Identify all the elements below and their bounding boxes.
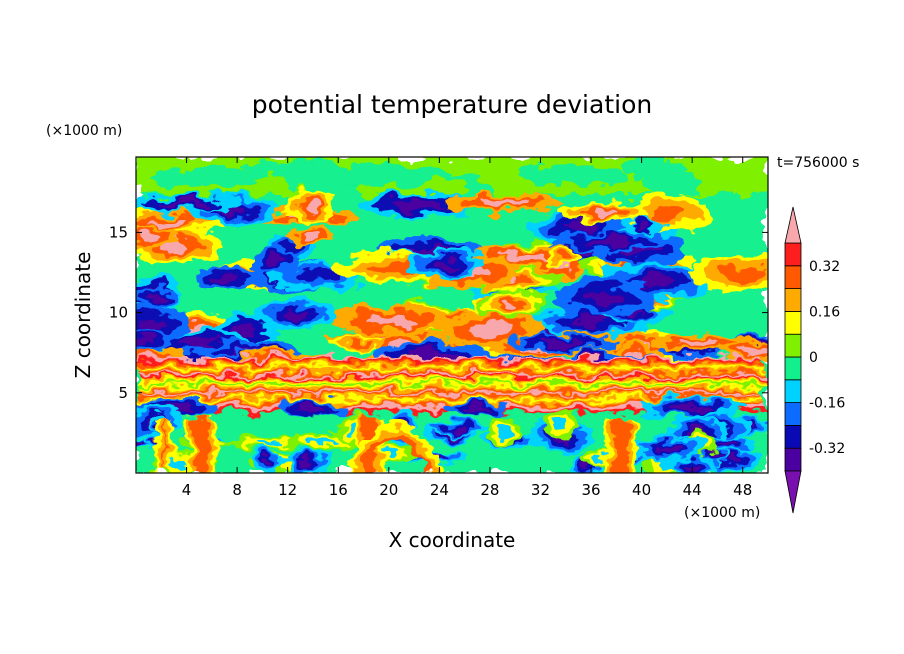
- y-axis-ticks: 5 10 15: [109, 223, 768, 402]
- colorbar-min-extension: [784, 470, 802, 514]
- colorbar-label: -0.16: [809, 396, 845, 412]
- x-axis-ticks: 4 8 12 16 20 24 28 32 36 40 44 48: [182, 157, 752, 499]
- y-tick-label: 15: [109, 223, 128, 241]
- colorbar-box: [784, 288, 802, 312]
- colorbar-label: 0.16: [809, 304, 840, 320]
- y-tick-label: 10: [109, 304, 128, 322]
- colorbar-box: [784, 310, 802, 335]
- x-tick-label: 8: [232, 481, 242, 499]
- x-tick-label: 12: [278, 481, 297, 499]
- x-tick-label: 16: [329, 481, 348, 499]
- y-axis-label: Z coordinate: [71, 252, 95, 379]
- x-tick-label: 24: [430, 481, 449, 499]
- colorbar: 0.32 0.16 0 -0.16 -0.32: [784, 206, 845, 514]
- colorbar-box: [784, 265, 802, 289]
- colorbar-max-extension: [784, 206, 802, 244]
- y-unit-label: (×1000 m): [46, 123, 122, 139]
- time-label: t=756000 s: [777, 155, 859, 171]
- x-tick-label: 40: [632, 481, 651, 499]
- x-tick-label: 32: [531, 481, 550, 499]
- x-tick-label: 48: [733, 481, 752, 499]
- x-tick-label: 36: [581, 481, 600, 499]
- y-tick-label: 5: [118, 384, 128, 402]
- x-tick-label: 4: [182, 481, 192, 499]
- colorbar-label: 0: [809, 350, 818, 366]
- x-tick-label: 44: [683, 481, 702, 499]
- x-tick-label: 20: [379, 481, 398, 499]
- colorbar-box: [784, 447, 802, 472]
- heatmap-field: [136, 157, 768, 473]
- colorbar-box: [784, 356, 802, 381]
- x-axis-label: X coordinate: [389, 528, 516, 552]
- colorbar-box: [784, 333, 802, 358]
- colorbar-box: [784, 402, 802, 426]
- chart-title: potential temperature deviation: [252, 90, 652, 119]
- colorbar-label: 0.32: [809, 259, 840, 275]
- colorbar-box: [784, 424, 802, 449]
- colorbar-label: -0.32: [809, 441, 845, 457]
- plot-frame: [135, 156, 769, 474]
- x-unit-label: (×1000 m): [684, 505, 760, 521]
- colorbar-box: [784, 379, 802, 403]
- colorbar-box: [784, 242, 802, 267]
- x-tick-label: 28: [480, 481, 499, 499]
